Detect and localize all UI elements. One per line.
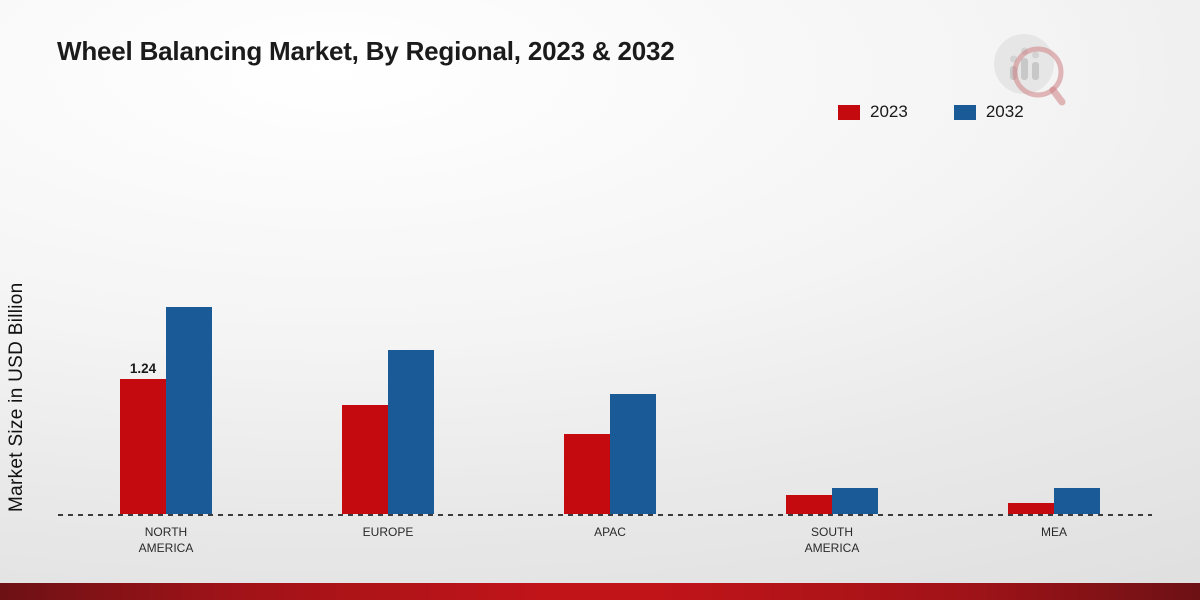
bar-2032-north-america: [166, 307, 212, 514]
legend-item-2023: 2023: [838, 102, 908, 122]
bar-2023-mea: [1008, 503, 1054, 514]
bar-2023-north-america: 1.24: [120, 361, 166, 514]
legend: 2023 2032: [838, 102, 1024, 122]
x-axis-baseline: [58, 514, 1152, 516]
brand-logo: [994, 34, 1066, 106]
bar-group-apac: APAC: [564, 394, 656, 539]
bar-group-north-america: 1.24 NORTH AMERICA: [120, 307, 212, 555]
bar-pair: [1008, 488, 1100, 514]
bar-2032-apac: [610, 394, 656, 514]
bar-2032-mea: [1054, 488, 1100, 514]
bar-group-europe: EUROPE: [342, 350, 434, 539]
logo-magnifier-icon: [1012, 46, 1064, 98]
plot-area: 1.24 NORTH AMERICA EUROPE APAC SOUTH AMERICA…: [55, 307, 1165, 555]
category-label: MEA: [1040, 525, 1067, 539]
bar-2023-apac: [564, 434, 610, 514]
legend-swatch: [953, 104, 976, 120]
bar-pair: [564, 394, 656, 514]
value-label: 1.24: [129, 361, 157, 376]
logo-dot: [1032, 51, 1039, 59]
bar-2032-europe: [388, 350, 434, 514]
legend-label: 2023: [870, 102, 908, 121]
bar-group-south-america: SOUTH AMERICA: [786, 488, 878, 555]
bar-pair: [342, 350, 434, 514]
category-label: APAC: [594, 525, 626, 539]
legend-swatch: [838, 104, 860, 120]
logo-bar: [1010, 66, 1017, 80]
category-label: NORTH AMERICA: [138, 525, 194, 556]
bar-pair: [786, 488, 878, 514]
footer-bar: [0, 583, 1200, 600]
bar-2023-europe: [342, 405, 388, 514]
legend-label: 2032: [985, 102, 1024, 121]
bar-2032-south-america: [832, 488, 878, 514]
legend-item-2032: 2032: [953, 102, 1024, 122]
logo-dot: [1010, 55, 1017, 63]
category-label: EUROPE: [362, 525, 414, 539]
chart-title: Wheel Balancing Market, By Regional, 202…: [57, 36, 675, 66]
logo-magnifier-handle: [1049, 86, 1066, 106]
logo-dot: [1021, 47, 1028, 55]
y-axis-label: Market Size in USD Billion: [6, 282, 27, 513]
logo-bar: [1032, 62, 1039, 80]
category-label: SOUTH AMERICA: [804, 525, 860, 556]
bar-group-mea: MEA: [1008, 488, 1100, 539]
bar-pair: 1.24: [120, 307, 212, 514]
logo-bar: [1021, 58, 1028, 80]
bar-2023-south-america: [786, 495, 832, 514]
